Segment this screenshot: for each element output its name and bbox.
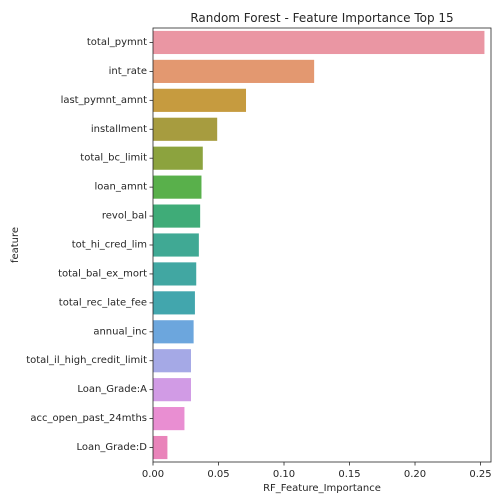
x-tick-label-1: 0.05 [207,469,229,480]
plot-frame [152,27,492,463]
y-tick-label-4: total_bc_limit [80,153,147,164]
bar-5 [153,175,202,199]
bar-9 [153,291,195,315]
y-tick-label-1: int_rate [109,66,147,77]
bar-0 [153,30,485,55]
x-tick-label-2: 0.10 [273,469,295,480]
bar-12 [153,378,191,402]
y-axis-title: feature [10,227,21,263]
x-tick-label-3: 0.15 [338,469,360,480]
y-tick-label-8: total_bal_ex_mort [58,268,147,279]
y-tick-label-6: revol_bal [102,211,147,222]
x-tick-label-0: 0.00 [142,469,164,480]
x-ticks: 0.00 0.05 0.10 0.15 0.20 0.25 [142,462,492,480]
bar-4 [153,146,203,170]
y-tick-label-5: loan_amnt [95,182,148,193]
bar-6 [153,204,201,228]
y-tick-label-2: last_pymnt_amnt [61,95,148,106]
bar-13 [153,407,185,431]
bar-1 [153,59,315,83]
y-tick-label-12: Loan_Grade:A [77,384,147,395]
bar-8 [153,262,197,286]
y-tick-label-7: tot_hi_cred_lim [72,240,147,251]
y-tick-label-9: total_rec_late_fee [59,297,147,308]
x-tick-label-4: 0.20 [404,469,426,480]
y-tick-label-10: annual_inc [93,326,147,337]
bar-14 [153,435,168,460]
bar-2 [153,88,247,112]
bar-7 [153,233,199,257]
bar-10 [153,320,194,344]
y-tick-label-14: Loan_Grade:D [76,442,147,453]
x-axis-title: RF_Feature_Importance [263,483,381,494]
bars-group [153,30,485,460]
x-tick-label-5: 0.25 [469,469,491,480]
bar-3 [153,117,218,141]
y-tick-label-11: total_il_high_credit_limit [26,355,147,366]
chart-title: Random Forest - Feature Importance Top 1… [190,11,453,25]
bar-11 [153,349,191,373]
y-tick-label-0: total_pymnt [87,37,147,48]
y-tick-label-3: installment [91,124,147,135]
y-tick-label-13: acc_open_past_24mths [30,413,147,424]
y-tick-labels: total_pymnt int_rate last_pymnt_amntinstal… [26,37,153,453]
